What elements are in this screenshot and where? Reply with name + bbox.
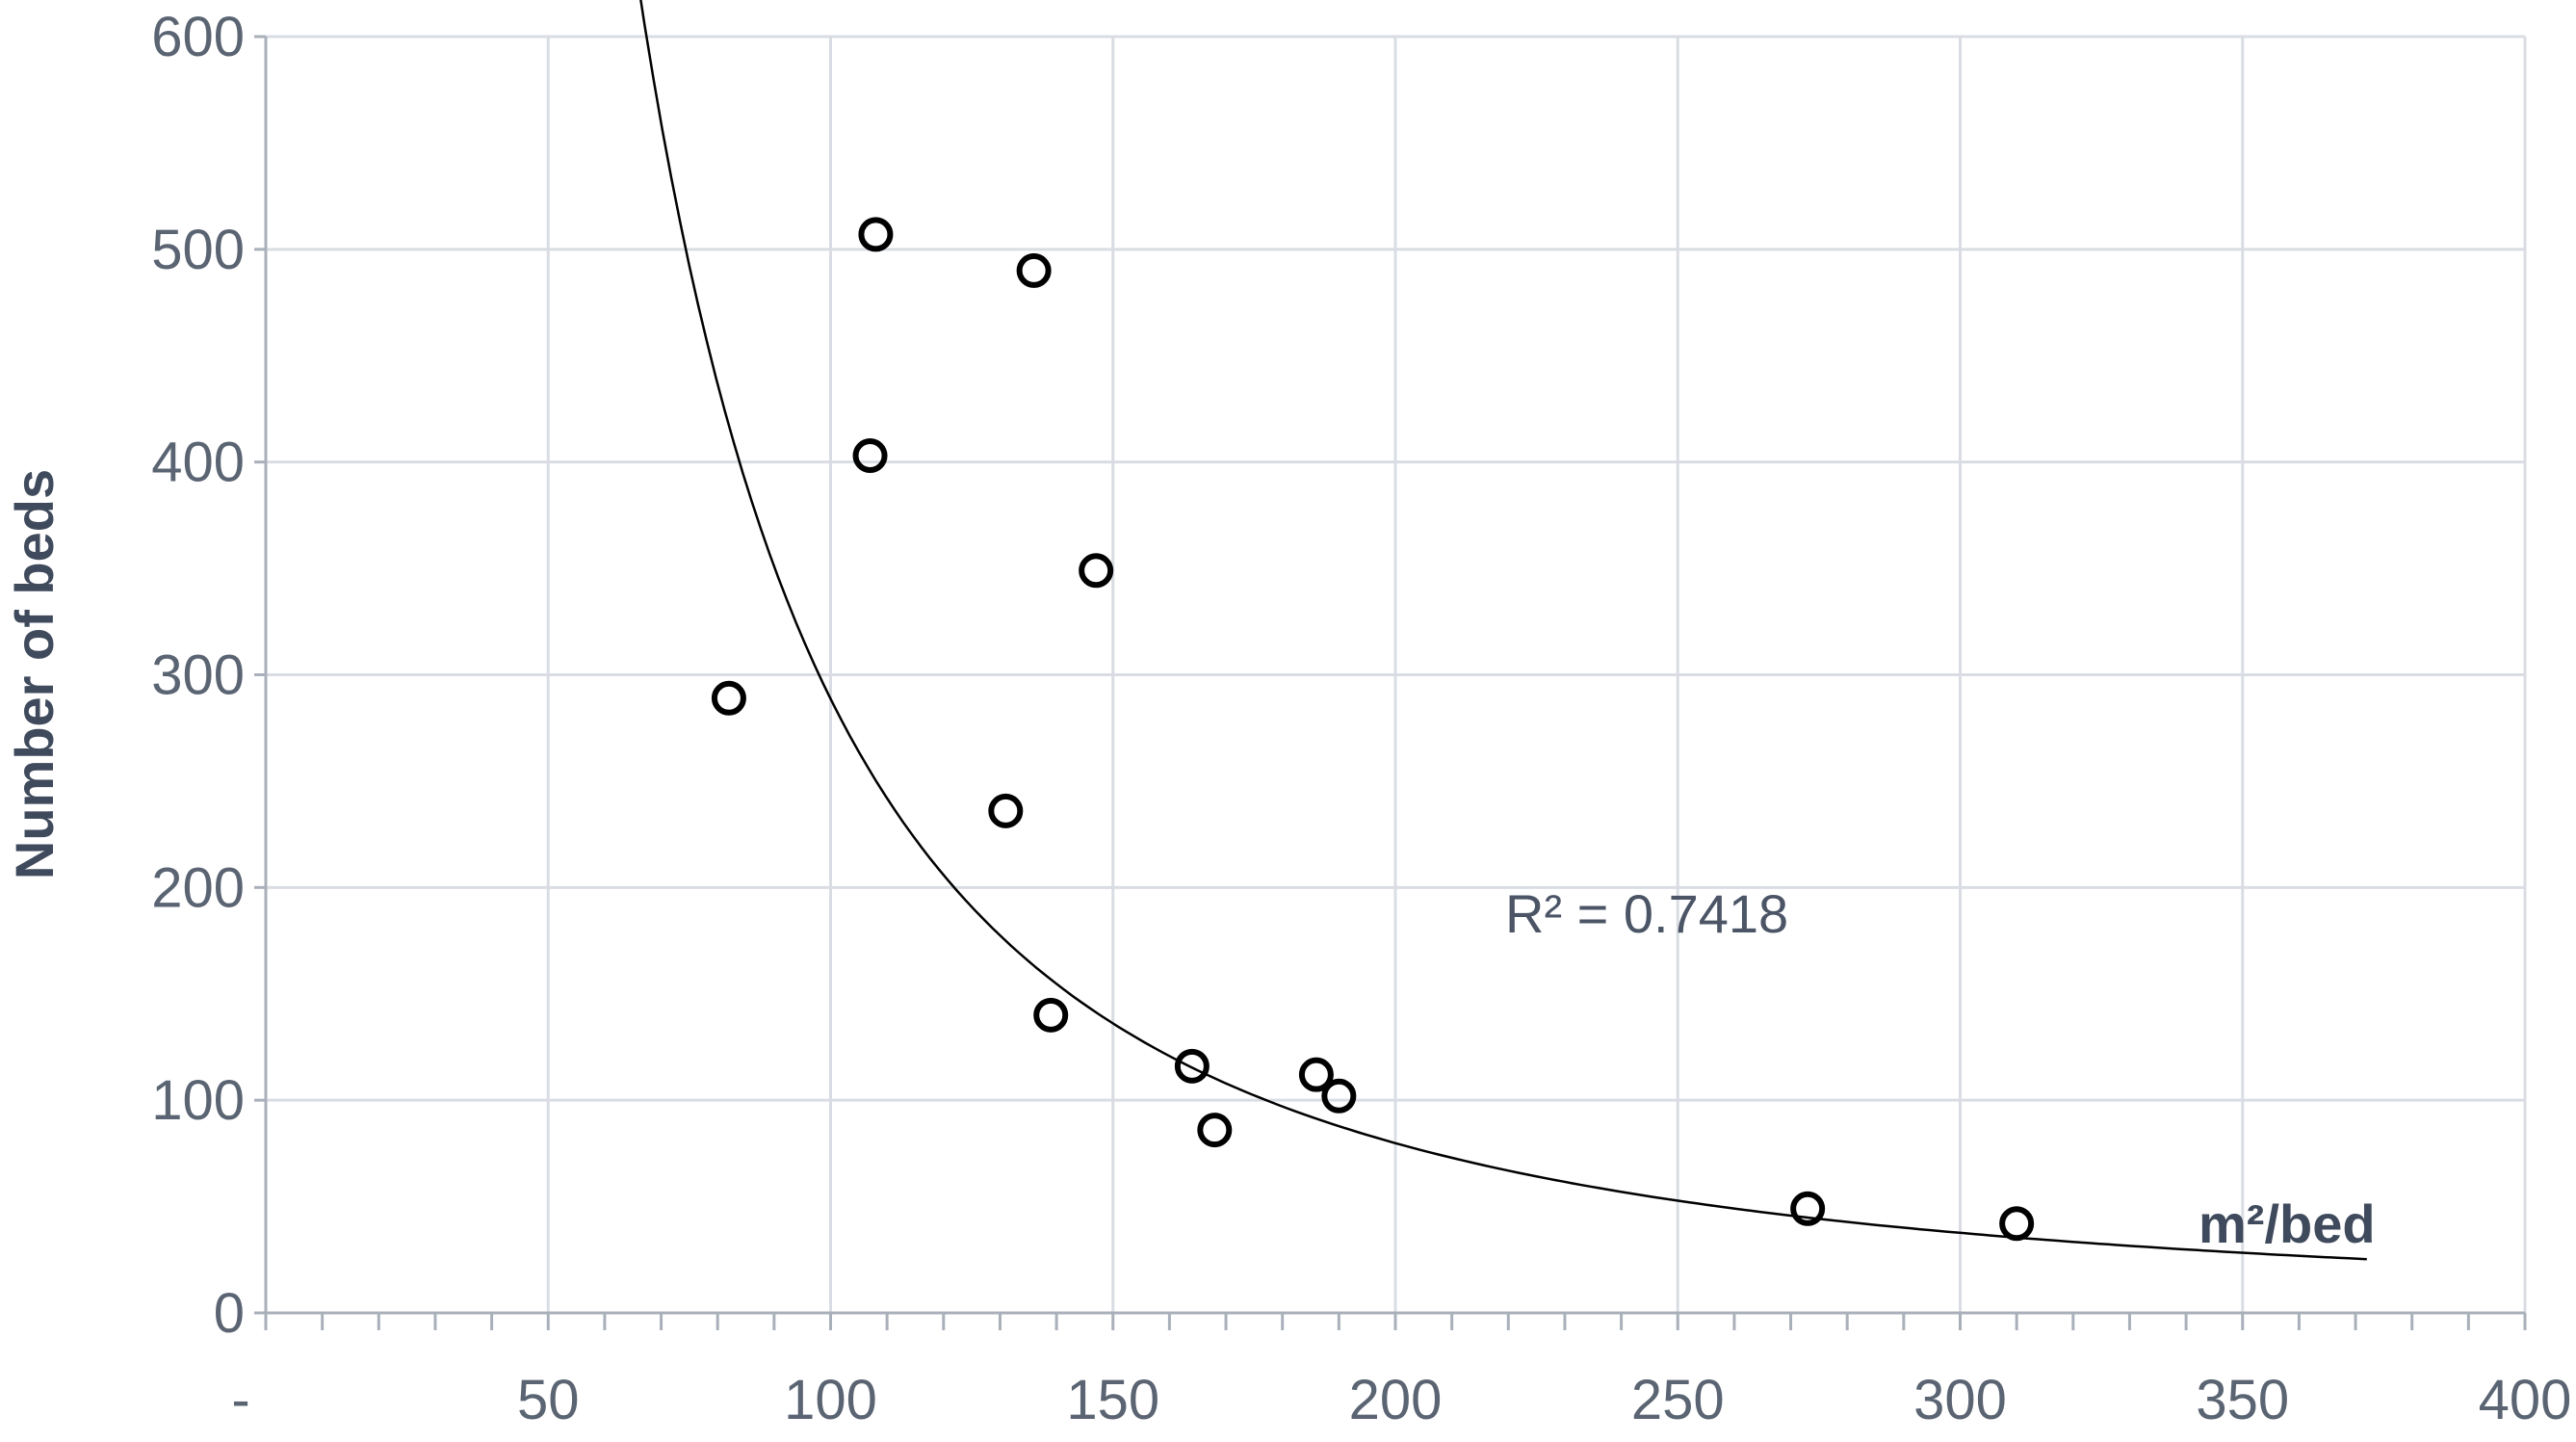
data-point xyxy=(1079,553,1114,589)
data-point xyxy=(1298,1057,1334,1092)
data-point xyxy=(988,793,1024,828)
data-point xyxy=(1197,1113,1233,1148)
x-tick-label: 100 xyxy=(784,1369,877,1431)
points-layer xyxy=(711,217,2035,1242)
y-tick-label: 600 xyxy=(151,6,245,68)
data-point xyxy=(852,438,888,474)
x-tick-label: 50 xyxy=(517,1369,580,1431)
y-tick-label: 200 xyxy=(151,856,245,919)
x-tick-label: - xyxy=(231,1369,249,1431)
y-tick-label: 400 xyxy=(151,432,245,494)
data-point xyxy=(1790,1191,1826,1226)
y-tick-label: 0 xyxy=(214,1282,245,1345)
trendline xyxy=(639,0,2367,1261)
axis-layer xyxy=(254,35,2527,1330)
x-tick-label: 400 xyxy=(2479,1369,2572,1431)
grid-layer xyxy=(266,35,2527,1313)
trendline-layer xyxy=(639,0,2367,1261)
data-point xyxy=(1016,252,1052,288)
x-tick-label: 150 xyxy=(1066,1369,1159,1431)
x-unit-label: m²/bed xyxy=(2199,1193,2376,1254)
x-tick-label: 200 xyxy=(1349,1369,1443,1431)
data-point xyxy=(1321,1078,1357,1114)
y-tick-label: 500 xyxy=(151,219,245,281)
data-point xyxy=(858,217,894,252)
x-tick-label: 300 xyxy=(1913,1369,2007,1431)
x-tick-label: 250 xyxy=(1631,1369,1725,1431)
labels-layer: Number of beds R² = 0.7418 m²/bed 0 100 20… xyxy=(4,6,2571,1431)
data-point xyxy=(1999,1206,2035,1242)
r-squared-annotation: R² = 0.7418 xyxy=(1505,883,1788,944)
y-tick-label: 100 xyxy=(151,1069,245,1132)
data-point xyxy=(1033,997,1069,1033)
y-axis-title: Number of beds xyxy=(4,469,65,879)
x-tick-label: 350 xyxy=(2196,1369,2289,1431)
y-tick-label: 300 xyxy=(151,644,245,707)
data-point xyxy=(1174,1048,1210,1084)
data-point xyxy=(711,680,746,716)
